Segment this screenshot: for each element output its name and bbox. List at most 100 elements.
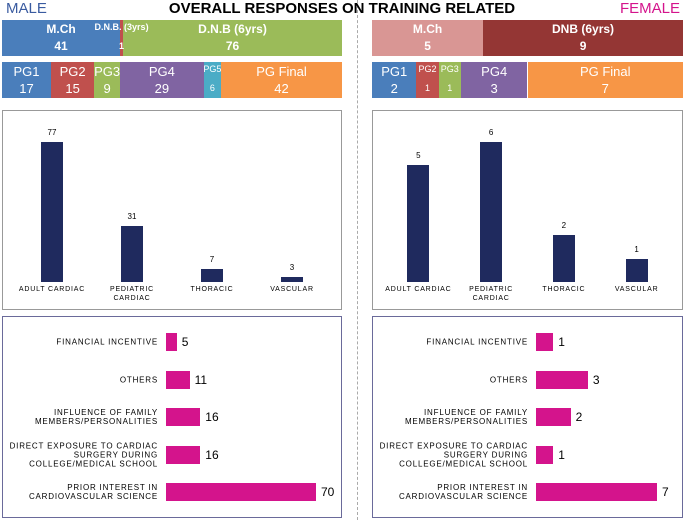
category-label: PRIOR INTEREST IN CARDIOVASCULAR SCIENCE [28, 483, 158, 501]
segment [438, 62, 461, 98]
segment-label: D.N.B. (3yrs) [94, 22, 149, 32]
chart-frame [372, 316, 683, 518]
segment-label: PG5 [203, 64, 222, 74]
segment-value: 2 [390, 81, 398, 96]
segment-label: M.Ch [46, 22, 76, 36]
bar [536, 333, 554, 351]
category-label: INFLUENCE OF FAMILY MEMBERS/PERSONALITIE… [404, 408, 528, 426]
bar [281, 276, 303, 282]
value-label: 70 [321, 485, 335, 499]
segment-value: 9 [579, 39, 587, 53]
value-label: 16 [205, 447, 219, 462]
value-label: 5 [416, 151, 421, 161]
segment-value: 41 [54, 39, 68, 53]
female-label: FEMALE [619, 0, 680, 17]
segment [203, 62, 221, 98]
segment [416, 62, 439, 98]
segment-value: 76 [225, 39, 240, 53]
segment-value: 17 [19, 81, 34, 96]
value-label: 31 [127, 211, 137, 221]
value-label: 11 [194, 372, 208, 387]
segment-value: 1 [447, 83, 453, 93]
chart-frame [372, 110, 683, 310]
category-label: THORACIC [190, 286, 234, 293]
category-label: DIRECT EXPOSURE TO CARDIAC SURGERY DURIN… [9, 441, 158, 468]
value-label: 77 [47, 128, 57, 137]
category-label: VASCULAR [270, 286, 314, 293]
bar [201, 269, 223, 282]
segment [372, 62, 417, 98]
segment [460, 62, 528, 98]
male-label: MALE [6, 0, 47, 17]
segment-value: 1 [119, 41, 125, 51]
segment [2, 20, 121, 56]
divider [357, 0, 358, 520]
segment [2, 62, 51, 98]
segment-label: PG2 [418, 64, 437, 74]
segment [123, 20, 342, 56]
segment-value: 42 [274, 81, 289, 96]
value-label: 3 [289, 262, 295, 272]
value-label: 2 [561, 221, 567, 231]
segment-label: PG2 [59, 64, 86, 79]
bar [166, 370, 190, 389]
bar [536, 370, 588, 389]
segment-label: PG3 [94, 64, 121, 79]
segment-value: 3 [490, 81, 498, 96]
segment-label: M.Ch [412, 22, 443, 36]
segment-label: PG1 [381, 64, 408, 79]
category-label: PEDIATRIC CARDIAC [109, 286, 155, 302]
category-label: FINANCIAL INCENTIVE [56, 337, 158, 347]
bar [166, 333, 177, 351]
bar [166, 483, 316, 501]
segment [483, 20, 683, 56]
segment-label: PG1 [13, 64, 40, 79]
segment-label: PG Final [579, 64, 631, 79]
chart-frame [2, 110, 342, 310]
value-label: 16 [205, 410, 219, 424]
bar [41, 142, 63, 282]
category-label: VASCULAR [614, 286, 659, 293]
segment [120, 20, 123, 56]
value-label: 1 [634, 244, 639, 254]
bar [166, 408, 201, 426]
category-label: DIRECT EXPOSURE TO CARDIAC SURGERY DURIN… [379, 441, 528, 468]
value-label: 1 [558, 447, 565, 462]
bar [625, 258, 648, 282]
value-label: 2 [575, 410, 583, 424]
category-label: INFLUENCE OF FAMILY MEMBERS/PERSONALITIE… [34, 408, 158, 426]
segment-label: DNB (6yrs) [552, 22, 615, 36]
segment-label: PG3 [440, 64, 459, 74]
category-label: ADULT CARDIAC [18, 286, 86, 293]
category-label: FINANCIAL INCENTIVE [426, 337, 528, 347]
page-title: OVERALL RESPONSES ON TRAINING RELATED [168, 0, 516, 17]
bar [480, 142, 503, 282]
category-label: PRIOR INTEREST IN CARDIOVASCULAR SCIENCE [398, 483, 528, 501]
category-label: ADULT CARDIAC [385, 286, 452, 293]
segment-label: PG4 [148, 64, 175, 79]
value-label: 3 [592, 372, 600, 387]
segment-value: 29 [154, 81, 170, 96]
segment [372, 20, 484, 56]
category-label: OTHERS [119, 375, 158, 384]
bar [407, 165, 430, 282]
segment-value: 1 [425, 83, 431, 93]
category-label: OTHERS [489, 375, 528, 384]
segment [220, 62, 342, 98]
segment-label: PG4 [481, 64, 508, 79]
segment-value: 15 [65, 81, 80, 96]
segment [527, 62, 683, 98]
bar [552, 235, 575, 282]
segment-label: PG Final [256, 64, 307, 79]
segment-value: 9 [103, 81, 111, 96]
bar [166, 445, 201, 464]
bar [536, 408, 571, 426]
segment-value: 6 [209, 83, 215, 93]
bar [536, 483, 657, 501]
category-label: THORACIC [542, 286, 586, 293]
segment [50, 62, 95, 98]
segment-value: 5 [424, 39, 431, 53]
bar [536, 445, 554, 464]
segment [94, 62, 121, 98]
chart-frame [2, 316, 342, 518]
